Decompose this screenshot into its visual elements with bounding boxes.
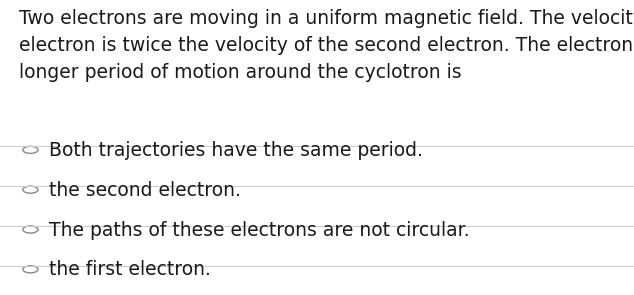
Text: Two electrons are moving in a uniform magnetic field. The velocity of the first
: Two electrons are moving in a uniform ma… (19, 9, 634, 82)
Text: the first electron.: the first electron. (49, 260, 211, 279)
Text: Both trajectories have the same period.: Both trajectories have the same period. (49, 141, 424, 160)
Text: The paths of these electrons are not circular.: The paths of these electrons are not cir… (49, 221, 470, 240)
Text: the second electron.: the second electron. (49, 181, 242, 200)
